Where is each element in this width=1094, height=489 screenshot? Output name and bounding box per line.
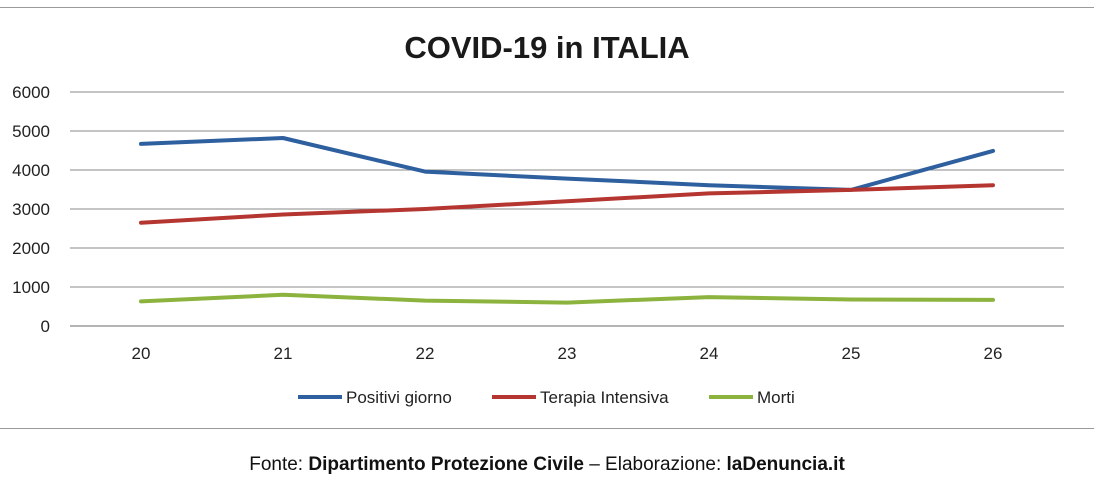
- y-tick-label: 6000: [12, 83, 50, 102]
- series-line-1: [139, 183, 995, 225]
- y-tick-label: 0: [41, 317, 50, 336]
- legend-label: Positivi giorno: [346, 388, 452, 407]
- x-tick-label: 21: [274, 344, 293, 363]
- footer-author: laDenuncia.it: [726, 454, 845, 475]
- chart-title: COVID-19 in ITALIA: [404, 30, 689, 65]
- top-frame-line: [0, 7, 1094, 8]
- legend: Positivi giorno Terapia Intensiva Morti: [298, 388, 795, 407]
- legend-item: Morti: [709, 388, 795, 407]
- x-axis-ticks: 20 21 22 23 24 25 26: [132, 344, 1003, 363]
- series-line-0: [139, 136, 995, 192]
- x-tick-label: 24: [700, 344, 719, 363]
- legend-label: Terapia Intensiva: [540, 388, 669, 407]
- y-axis-ticks: 0 1000 2000 3000 4000 5000 6000: [12, 83, 50, 336]
- x-tick-label: 23: [558, 344, 577, 363]
- series-line-2: [139, 292, 995, 305]
- x-tick-label: 25: [842, 344, 861, 363]
- legend-label: Morti: [757, 388, 795, 407]
- x-tick-label: 20: [132, 344, 151, 363]
- series-lines: [139, 136, 995, 305]
- footer-middle: Elaborazione:: [605, 454, 727, 475]
- legend-item: Positivi giorno: [298, 388, 452, 407]
- x-tick-label: 22: [416, 344, 435, 363]
- y-tick-label: 4000: [12, 161, 50, 180]
- footer-prefix: Fonte:: [249, 454, 309, 475]
- footer-dash: –: [583, 454, 606, 475]
- y-tick-label: 5000: [12, 122, 50, 141]
- source-footer: Fonte: Dipartimento Protezione Civile – …: [0, 454, 1094, 476]
- legend-item: Terapia Intensiva: [492, 388, 669, 407]
- footer-source: Dipartimento Protezione Civile: [308, 454, 584, 475]
- y-tick-label: 3000: [12, 200, 50, 219]
- gridlines: [70, 91, 1064, 327]
- x-tick-label: 26: [984, 344, 1003, 363]
- footer-divider: [0, 428, 1094, 429]
- line-chart: COVID-19 in ITALIA 0 1000 2000 3000 4000 5000…: [12, 30, 1064, 407]
- y-tick-label: 1000: [12, 278, 50, 297]
- y-tick-label: 2000: [12, 239, 50, 258]
